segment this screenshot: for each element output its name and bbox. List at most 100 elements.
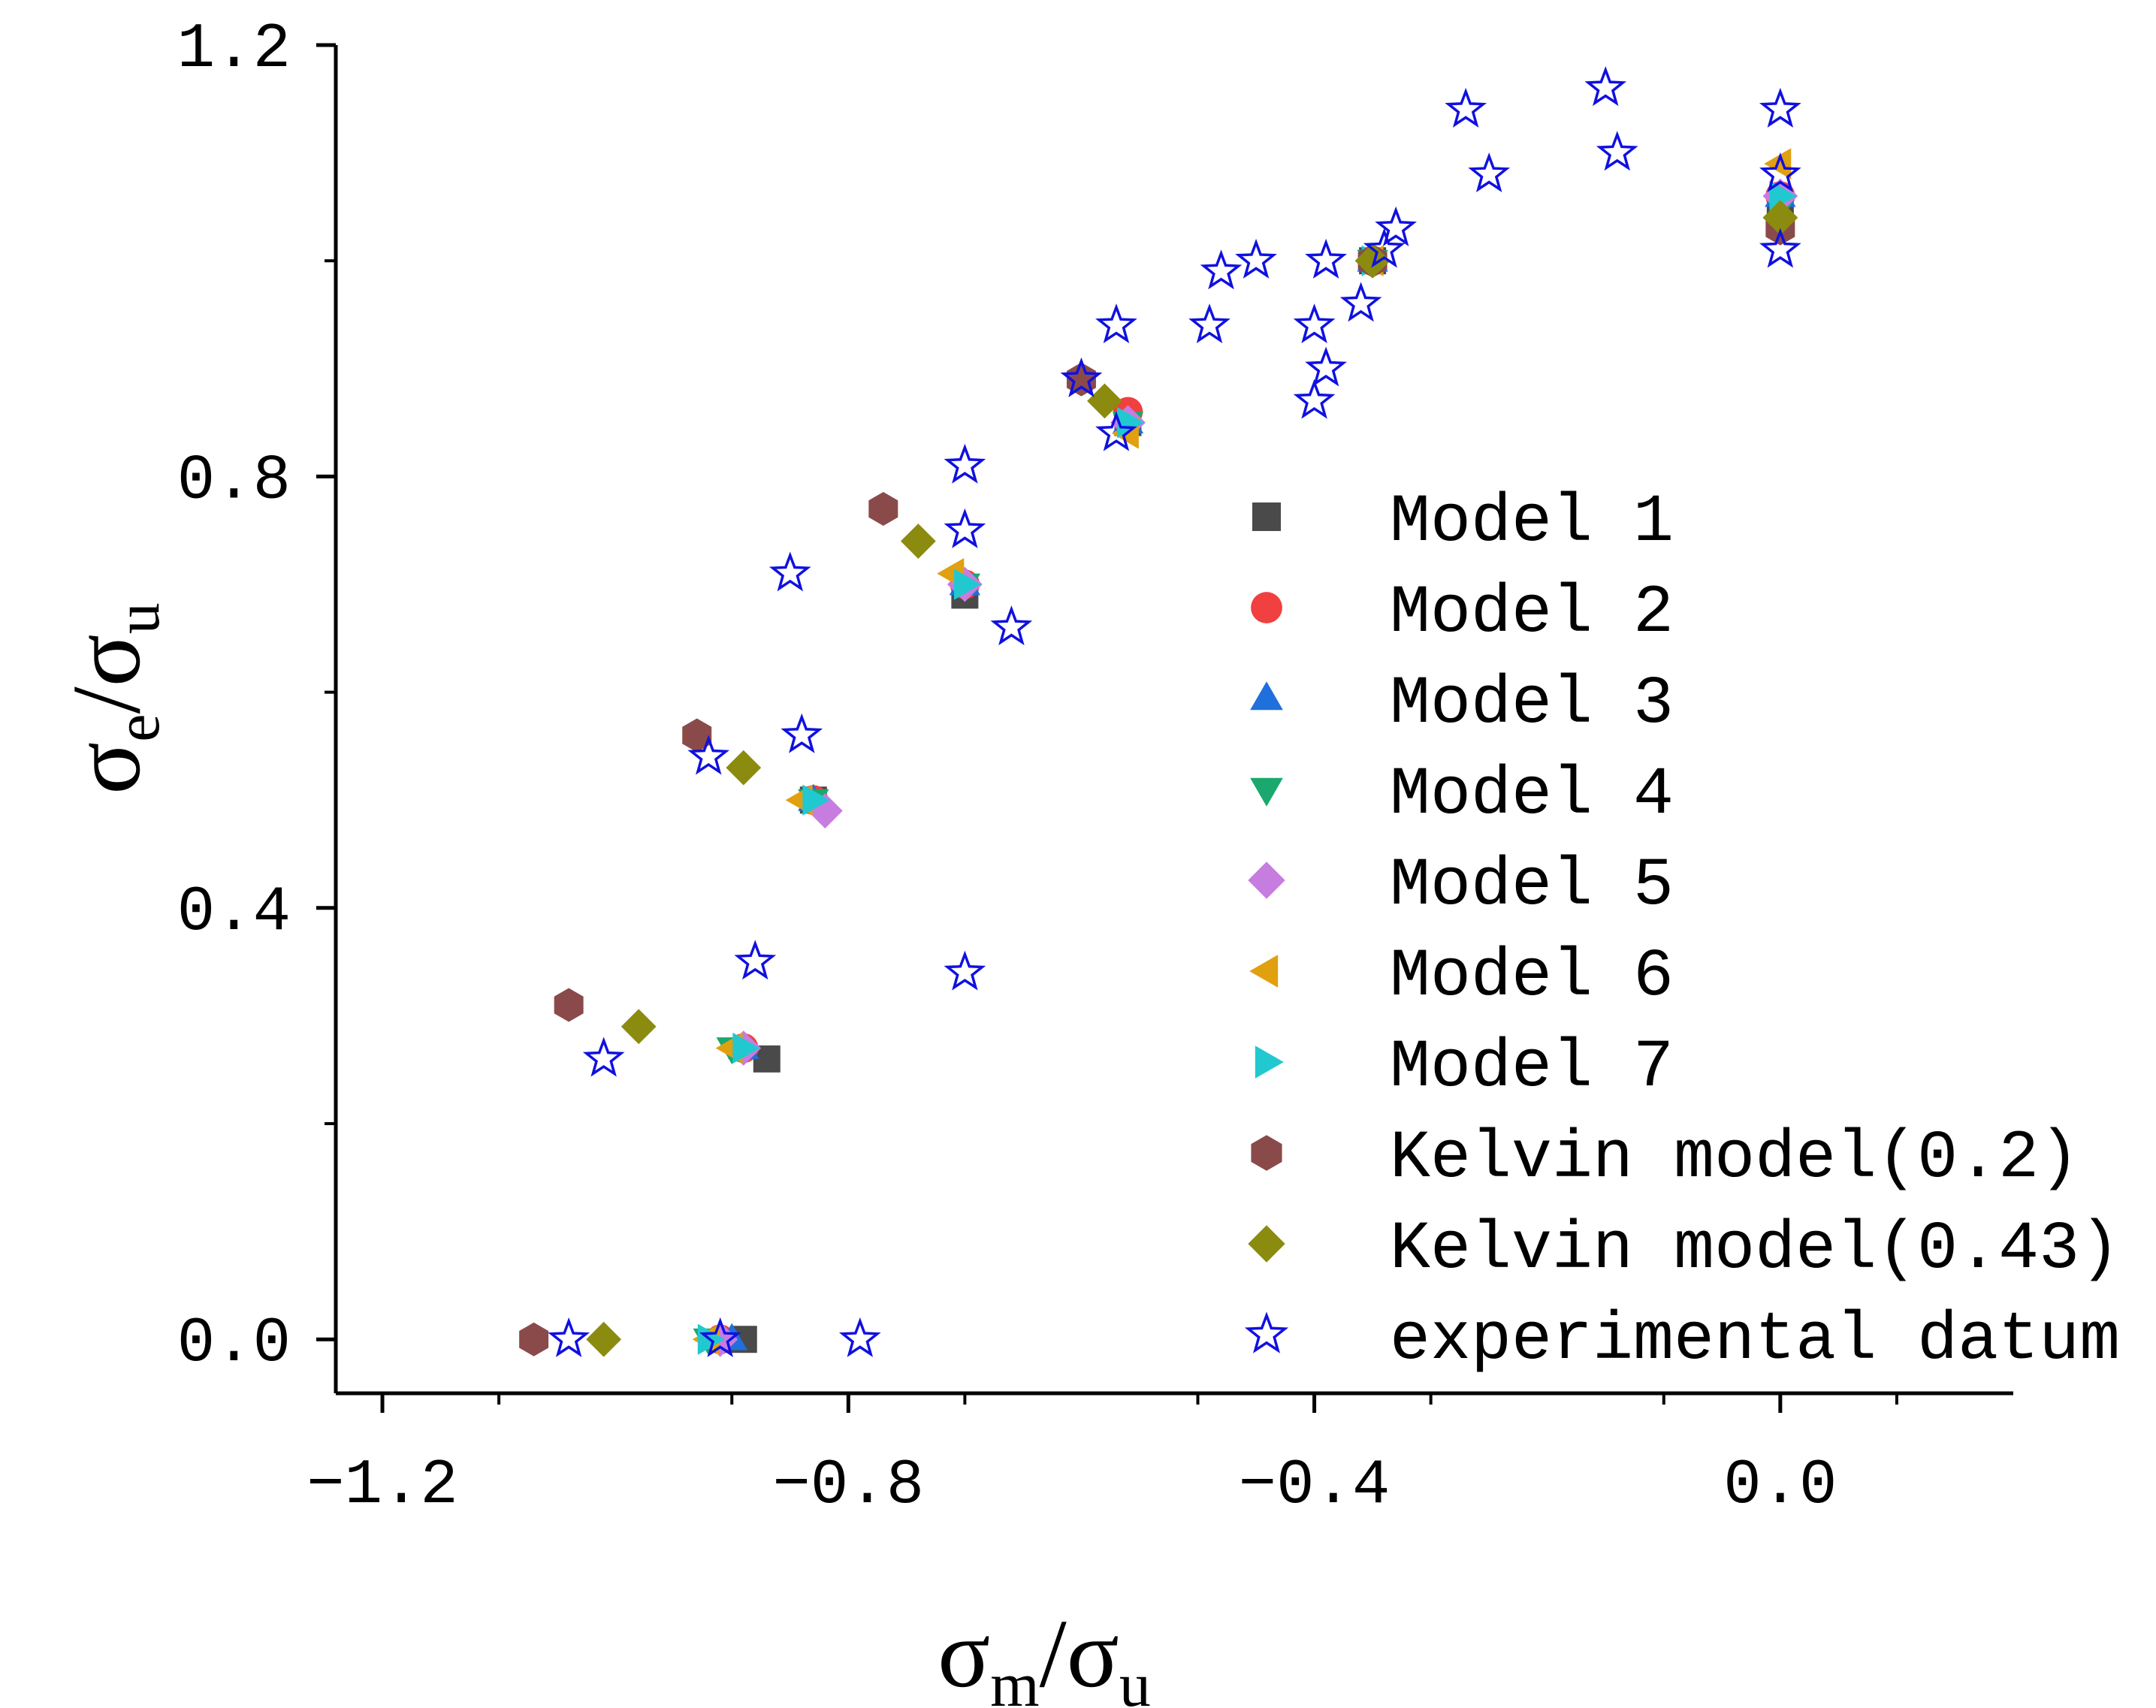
legend-marker: [1255, 1046, 1284, 1079]
legend-item: Kelvin model(0.2): [1251, 1121, 2079, 1197]
data-point: [868, 491, 898, 526]
data-point: [1762, 200, 1798, 236]
y-axis-title-main2: σ: [53, 634, 161, 687]
data-point: [1066, 362, 1096, 397]
plot-axes: [334, 45, 2013, 1396]
x-axis-title-sub2: u: [1119, 1650, 1151, 1708]
y-axis-title: σe/σu: [53, 602, 173, 795]
legend-marker: [1248, 862, 1285, 899]
data-point: [802, 784, 830, 816]
y-axis-title-separator: /: [53, 686, 161, 714]
data-point: [807, 793, 843, 828]
legend-marker: [1248, 1225, 1285, 1263]
legend-item: Model 3: [1250, 666, 1674, 743]
x-axis-title: σm/σu: [938, 1600, 1151, 1708]
legend-item: Kelvin model(0.43): [1248, 1212, 2120, 1288]
legend-item: experimental datum: [1244, 1302, 2120, 1379]
x-tick-label: −0.8: [772, 1450, 924, 1522]
data-point: [734, 940, 777, 980]
data-point: [687, 735, 730, 775]
x-axis-title-main2: σ: [1067, 1600, 1119, 1708]
legend-marker: [1250, 681, 1283, 711]
data-point: [838, 1317, 881, 1357]
y-tick-label: 0.0: [177, 1308, 291, 1380]
legend-item: Model 1: [1252, 484, 1674, 561]
data-point: [1596, 131, 1638, 171]
legend-label: Model 7: [1390, 1030, 1674, 1106]
x-tick-label: 0.0: [1723, 1450, 1837, 1522]
data-point: [1354, 243, 1391, 279]
legend-marker: [1249, 955, 1279, 988]
legend-label: Kelvin model(0.2): [1390, 1121, 2079, 1197]
data-point: [1293, 379, 1336, 419]
y-tick-label: 0.8: [177, 445, 291, 517]
data-point: [1769, 180, 1797, 212]
legend-marker: [1252, 502, 1281, 531]
x-tick-label: −0.4: [1239, 1450, 1391, 1522]
data-point: [1200, 249, 1243, 290]
data-point: [1759, 87, 1801, 128]
legend-label: Model 3: [1390, 666, 1674, 743]
data-point: [1087, 383, 1122, 419]
data-point: [944, 950, 986, 991]
legend-label: Model 6: [1390, 939, 1674, 1015]
legend-label: Model 2: [1390, 575, 1674, 652]
data-point: [1117, 406, 1145, 439]
y-tick-label: 1.2: [177, 14, 291, 86]
data-point: [548, 1317, 590, 1357]
legend-label: experimental datum: [1390, 1302, 2120, 1379]
data-point: [953, 569, 981, 600]
data-point: [1375, 206, 1417, 246]
y-axis-title-main: σ: [53, 742, 161, 795]
data-point: [1468, 152, 1511, 193]
data-point: [1095, 411, 1137, 451]
legend-marker: [1251, 592, 1282, 623]
data-point: [1584, 66, 1627, 107]
data-point: [732, 1032, 760, 1064]
data-point: [582, 1037, 625, 1077]
data-point: [1095, 303, 1137, 344]
legend-item: Model 7: [1255, 1030, 1674, 1106]
data-point: [726, 750, 762, 786]
legend-marker: [1244, 1311, 1289, 1353]
axis-tick-labels: −1.2 −0.8 −0.4 0.0 0.0 0.4 0.8 1.2: [177, 14, 1837, 1522]
legend-marker: [1251, 1135, 1282, 1171]
y-axis-title-sub: e: [103, 714, 173, 741]
data-point: [1060, 357, 1103, 397]
x-axis-title-separator: /: [1040, 1600, 1067, 1708]
data-point: [682, 718, 712, 753]
y-axis-title-sub2: u: [103, 602, 173, 634]
data-point: [990, 605, 1033, 646]
data-point: [1305, 346, 1347, 387]
data-point: [621, 1009, 657, 1045]
legend-item: Model 6: [1249, 939, 1674, 1015]
data-point: [1293, 303, 1336, 344]
data-point: [900, 524, 936, 559]
legend-label: Model 5: [1390, 848, 1674, 925]
data-point: [1235, 238, 1277, 279]
chart-legend: Model 1 Model 2 Model 3 Model 4 Model 5 Model…: [1244, 484, 2120, 1379]
data-point: [1363, 228, 1406, 268]
legend-marker: [1250, 777, 1283, 807]
data-point: [519, 1322, 549, 1356]
y-tick-label: 0.4: [177, 877, 291, 949]
legend-label: Model 4: [1390, 757, 1674, 834]
legend-item: Model 4: [1250, 757, 1674, 834]
data-point: [1445, 87, 1487, 128]
data-point: [781, 713, 823, 753]
data-point: [699, 1317, 741, 1357]
x-axis-title-sub: m: [990, 1650, 1039, 1708]
data-point: [944, 443, 986, 484]
data-point: [1339, 282, 1382, 322]
data-point: [554, 988, 584, 1022]
data-point: [944, 508, 986, 548]
data-point: [1305, 238, 1347, 279]
legend-label: Model 1: [1390, 484, 1674, 561]
data-point: [1759, 152, 1801, 193]
x-tick-label: −1.2: [306, 1450, 458, 1522]
data-point: [586, 1321, 622, 1357]
series-10: [548, 66, 1801, 1357]
data-points: [519, 66, 1801, 1357]
series-9: [586, 200, 1798, 1357]
